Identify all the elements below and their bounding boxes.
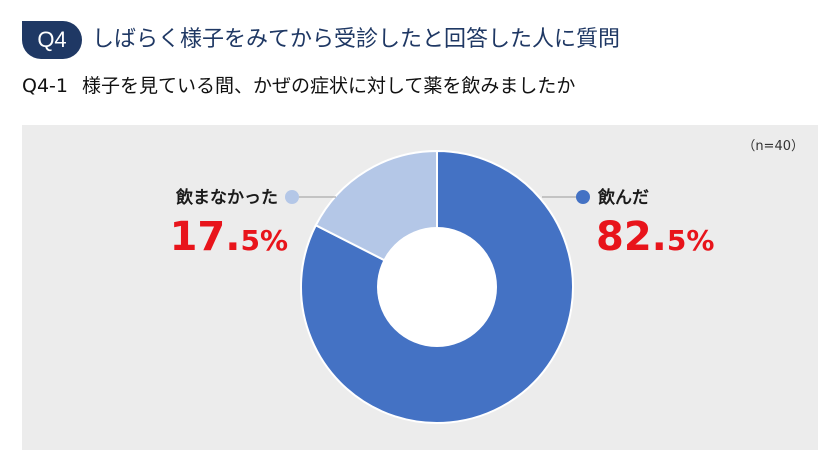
sub-question: Q4-1 様子を見ている間、かぜの症状に対して薬を飲みましたか xyxy=(22,72,575,100)
question-title: しばらく様子をみてから受診したと回答した人に質問 xyxy=(92,27,621,52)
slice-percent-drank: 82.5% xyxy=(596,214,714,260)
slice-percent-not-drank: 17.5% xyxy=(170,214,288,260)
legend-dot-drank xyxy=(576,190,590,204)
donut-chart: 飲んだ 82.5% 飲まなかった 17.5% xyxy=(170,149,714,424)
donut-hole xyxy=(377,227,497,347)
sample-size-note: （n=40） xyxy=(742,139,804,154)
chart-panel: （n=40） 飲んだ 82.5% 飲まなかった 17.5% xyxy=(22,125,818,450)
question-number-badge: Q4 xyxy=(22,21,82,59)
slice-label-not-drank: 飲まなかった xyxy=(175,187,278,208)
sub-question-text: 様子を見ている間、かぜの症状に対して薬を飲みましたか xyxy=(82,75,576,97)
slice-label-drank: 飲んだ xyxy=(597,187,649,208)
sub-question-number: Q4-1 xyxy=(22,75,68,97)
legend-dot-not-drank xyxy=(285,190,299,204)
